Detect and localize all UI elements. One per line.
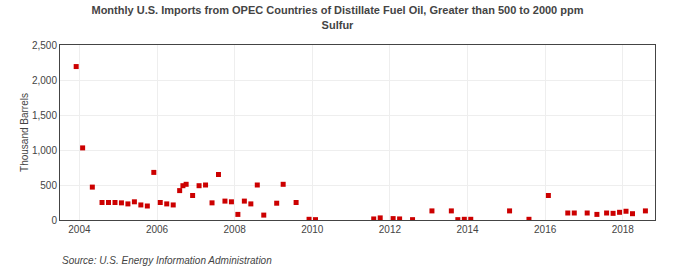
svg-text:2018: 2018: [612, 224, 635, 235]
svg-text:Source: U.S. Energy Informatio: Source: U.S. Energy Information Administ…: [62, 255, 272, 266]
svg-text:1,000: 1,000: [32, 145, 57, 156]
svg-text:2,000: 2,000: [32, 75, 57, 86]
svg-text:2,500: 2,500: [32, 40, 57, 51]
svg-text:2006: 2006: [146, 224, 169, 235]
svg-text:1,500: 1,500: [32, 110, 57, 121]
svg-text:2010: 2010: [301, 224, 324, 235]
svg-text:2012: 2012: [379, 224, 402, 235]
svg-text:Monthly U.S. Imports from OPEC: Monthly U.S. Imports from OPEC Countries…: [91, 4, 583, 30]
svg-text:2004: 2004: [68, 224, 91, 235]
svg-text:0: 0: [51, 215, 57, 226]
svg-text:Thousand Barrels: Thousand Barrels: [19, 93, 30, 172]
svg-text:2008: 2008: [224, 224, 247, 235]
svg-text:2016: 2016: [534, 224, 557, 235]
svg-text:500: 500: [40, 180, 57, 191]
svg-text:2014: 2014: [456, 224, 479, 235]
